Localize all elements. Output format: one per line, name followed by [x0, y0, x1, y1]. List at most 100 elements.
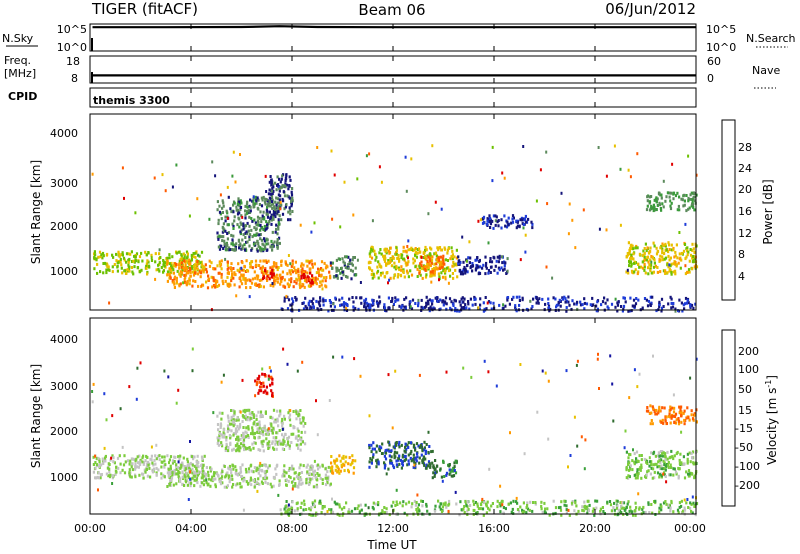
data-cell [251, 426, 254, 430]
data-cell [292, 467, 295, 471]
data-cell [672, 302, 675, 305]
data-cell [425, 443, 428, 446]
data-cell [683, 508, 687, 512]
data-cell [147, 463, 150, 467]
data-cell [299, 506, 302, 509]
data-cell [341, 355, 344, 359]
data-cell [392, 276, 395, 280]
data-cell [298, 282, 301, 286]
data-cell [280, 218, 283, 222]
data-cell [641, 306, 644, 310]
data-cell [288, 474, 291, 478]
data-cell [683, 203, 686, 207]
data-cell [409, 269, 412, 273]
data-cell [428, 257, 431, 261]
data-cell [687, 474, 690, 478]
data-cell [666, 191, 669, 195]
data-cell [178, 284, 181, 288]
data-cell [636, 476, 639, 480]
data-cell [183, 259, 186, 263]
data-cell [672, 467, 675, 471]
data-cell [276, 409, 279, 413]
data-cell [474, 268, 477, 272]
data-cell [681, 309, 684, 313]
velocity-colorbar [721, 329, 736, 507]
data-cell [619, 223, 622, 227]
data-cell [281, 417, 284, 421]
data-cell [447, 281, 450, 285]
data-cell [631, 468, 634, 472]
data-cell [305, 481, 308, 485]
data-cell [435, 262, 438, 266]
data-cell [119, 407, 122, 411]
data-cell [671, 305, 675, 309]
data-cell [396, 451, 399, 455]
data-cell [455, 263, 458, 267]
data-cell [633, 473, 636, 477]
data-cell [685, 209, 688, 213]
data-cell [151, 470, 154, 474]
data-cell [515, 309, 518, 313]
data-cell [426, 509, 429, 513]
data-cell [416, 506, 419, 510]
data-cell [177, 388, 180, 392]
data-cell [393, 273, 397, 277]
data-cell [308, 472, 311, 476]
data-cell [360, 301, 363, 305]
data-cell [385, 448, 388, 452]
data-cell [652, 203, 655, 207]
data-cell [193, 455, 196, 459]
data-cell [388, 278, 391, 282]
data-cell [276, 419, 279, 423]
data-cell [378, 165, 381, 169]
data-cell [242, 443, 245, 447]
data-cell [231, 240, 234, 244]
data-cell [502, 303, 505, 307]
data-cell [684, 222, 687, 226]
data-cell [135, 252, 139, 256]
data-cell [330, 510, 333, 514]
data-cell [142, 476, 145, 480]
data-cell [253, 420, 256, 424]
data-cell [262, 476, 265, 480]
data-cell [368, 252, 371, 256]
data-cell [504, 224, 507, 228]
data-cell [224, 257, 227, 261]
data-cell [631, 304, 634, 308]
data-cell [149, 475, 152, 479]
data-cell [377, 501, 380, 504]
data-cell [272, 284, 275, 288]
data-cell [298, 466, 301, 470]
data-cell [501, 261, 504, 265]
data-cell [217, 438, 220, 442]
data-cell [638, 467, 641, 471]
data-cell [173, 455, 176, 459]
data-cell [292, 410, 295, 413]
data-cell [297, 412, 301, 416]
data-cell [128, 385, 131, 389]
data-cell [627, 463, 630, 466]
data-cell [232, 409, 235, 413]
data-cell [434, 296, 437, 300]
data-cell [678, 501, 681, 505]
data-cell [529, 500, 532, 504]
data-cell [212, 473, 215, 477]
data-cell [281, 184, 284, 188]
data-cell [302, 307, 306, 311]
data-cell [195, 266, 198, 270]
data-cell [220, 442, 223, 446]
data-cell [302, 424, 305, 428]
data-cell [153, 467, 156, 471]
data-cell [321, 478, 324, 482]
data-cell [673, 255, 676, 259]
data-cell [441, 257, 444, 261]
data-cell [200, 260, 203, 264]
data-cell [636, 468, 639, 472]
data-cell [281, 275, 284, 279]
data-cell [423, 446, 426, 450]
data-cell [276, 276, 279, 280]
data-cell [302, 416, 305, 420]
data-cell [637, 298, 640, 302]
data-cell [664, 242, 667, 246]
data-cell [132, 259, 135, 263]
